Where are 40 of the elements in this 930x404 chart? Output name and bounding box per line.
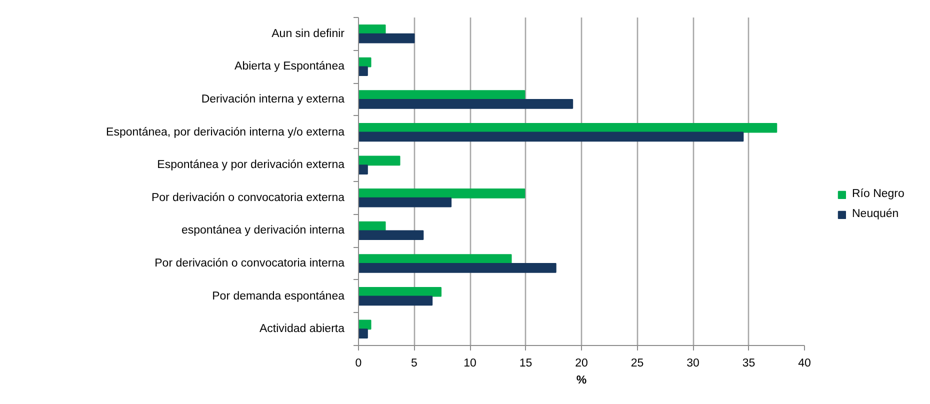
bar — [358, 156, 400, 166]
bar — [358, 328, 368, 338]
bar — [358, 296, 433, 306]
bar — [358, 122, 778, 133]
x-axis-title: % — [576, 374, 587, 386]
bar — [358, 230, 424, 240]
y-tick-label: espontánea y derivación interna — [181, 224, 346, 237]
bar — [358, 286, 442, 297]
y-tick-label: Actividad abierta — [259, 323, 346, 336]
y-tick-label: Abierta y Espontánea — [234, 60, 346, 73]
x-tick-label: 25 — [630, 358, 644, 370]
bar — [358, 99, 574, 109]
bar — [358, 33, 415, 44]
y-tick-label: Espontánea, por derivación interna y/o externa — [106, 126, 346, 138]
y-tick-label: Por demanda espontánea — [212, 290, 346, 302]
bar — [358, 164, 368, 174]
bar — [358, 132, 744, 142]
bar — [358, 197, 452, 208]
x-tick-label: 40 — [798, 358, 811, 370]
x-tick-label: 35 — [742, 358, 756, 370]
x-tick-label: 30 — [686, 358, 700, 370]
bar — [358, 320, 372, 330]
y-tick-label: Aun sin definir — [272, 28, 345, 40]
bar — [358, 263, 556, 273]
x-tick-label: 0 — [355, 358, 362, 370]
y-tick-label: Por derivación o convocatoria externa — [151, 192, 346, 204]
x-tick-label: 5 — [411, 358, 418, 370]
y-tick-label: Por derivación o convocatoria interna — [154, 258, 346, 270]
x-tick-label: 15 — [519, 358, 532, 370]
legend-label: Neuquén — [852, 208, 899, 220]
x-tick-label: 10 — [464, 358, 476, 370]
x-tick-label: 20 — [575, 358, 588, 370]
bar — [358, 24, 386, 34]
bar — [358, 90, 526, 100]
bar — [358, 188, 526, 198]
y-tick-label: Derivación interna y externa — [201, 94, 346, 106]
bar — [358, 66, 368, 76]
y-tick-label: Espontánea y por derivación externa — [157, 159, 346, 172]
bar — [358, 254, 512, 264]
legend-label: Río Negro — [852, 188, 904, 200]
